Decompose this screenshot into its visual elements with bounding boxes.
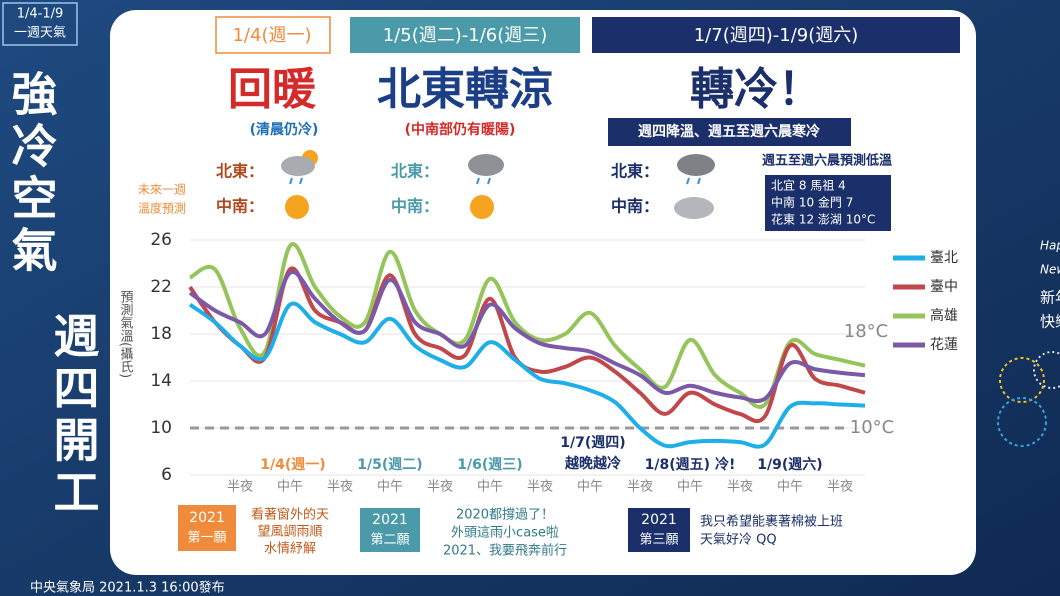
wish-text: 2021、我要飛奔前行 xyxy=(443,543,567,559)
x-tick-label: 半夜 xyxy=(327,480,353,495)
region-label: 中南： xyxy=(611,197,659,216)
series-line xyxy=(188,269,866,404)
series-line xyxy=(188,301,866,449)
wish-rank: 第三願 xyxy=(639,533,678,548)
day-annotation: 1/5(週二) xyxy=(357,457,422,473)
column-note: 週四降溫、週五至週六晨寒冷 xyxy=(638,123,820,140)
x-tick-label: 半夜 xyxy=(727,480,753,495)
y-tick-label: 26 xyxy=(150,230,172,250)
x-tick-label: 半夜 xyxy=(627,480,653,495)
wish-box-1 xyxy=(178,505,236,551)
wish-box-3 xyxy=(628,508,690,552)
icon-cloud-sun-rain xyxy=(281,150,318,185)
side-title: 週四開工 xyxy=(47,312,101,520)
side-label: 溫度預測 xyxy=(138,201,186,216)
new-year-text: 新年 xyxy=(1040,289,1060,307)
reference-label: 18°C xyxy=(844,321,888,342)
series-line xyxy=(189,242,866,409)
legend-label: 高雄 xyxy=(930,307,958,324)
region-label: 中南： xyxy=(216,197,264,216)
fireworks xyxy=(997,351,1060,447)
low-temp-line: 北宜 8 馬祖 4 xyxy=(771,178,846,193)
wish-text: 看著窗外的天 xyxy=(251,507,329,523)
region-label: 北東： xyxy=(391,162,439,181)
wish-text: 天氣好冷 QQ xyxy=(700,533,777,548)
x-tick-label: 半夜 xyxy=(827,480,853,495)
y-tick-label: 18 xyxy=(150,324,172,344)
x-tick-label: 中午 xyxy=(777,480,803,495)
wish-year: 2021 xyxy=(641,512,677,528)
x-tick-label: 半夜 xyxy=(427,480,453,495)
wish-text: 我只希望能裹著棉被上班 xyxy=(700,514,843,530)
day-annotation: 1/7(週四) xyxy=(560,435,625,451)
new-year-text: 快樂 xyxy=(1040,313,1060,331)
new-year-text: Happy xyxy=(1040,239,1060,253)
x-tick-label: 半夜 xyxy=(227,480,253,495)
region-label: 中南： xyxy=(391,197,439,216)
low-temp-title: 週五至週六晨預測低溫 xyxy=(762,153,892,169)
column-note: (清晨仍冷) xyxy=(250,121,319,138)
header-box-3 xyxy=(592,17,960,53)
icon-cloud-rain xyxy=(468,154,504,185)
badge-text: 一週天氣 xyxy=(14,26,66,41)
day-annotation: 1/6(週三) xyxy=(457,457,522,473)
wish-year: 2021 xyxy=(189,510,225,526)
column-date: 1/5(週二)-1/6(週三) xyxy=(383,25,548,46)
y-tick-label: 22 xyxy=(150,277,172,297)
icon-sun xyxy=(285,195,309,219)
wish-text: 水情紓解 xyxy=(264,542,316,557)
day-annotation: 1/8(週五) 冷! xyxy=(645,456,736,473)
x-tick-label: 中午 xyxy=(477,480,503,495)
wish-box-2 xyxy=(360,508,420,552)
y-tick-label: 10 xyxy=(150,418,172,438)
header-box-2 xyxy=(350,17,580,53)
x-tick-label: 中午 xyxy=(677,480,703,495)
header-box-1 xyxy=(215,16,331,54)
low-temp-box xyxy=(765,175,891,231)
icon-sun xyxy=(470,195,494,219)
side-title: 強冷空氣 xyxy=(5,70,59,278)
footer: 中央氣象局 2021.1.3 16:00發布 xyxy=(30,581,225,596)
column-headline: 回暖 xyxy=(228,64,317,115)
panel xyxy=(110,10,976,575)
wish-text: 望風調雨順 xyxy=(257,524,322,540)
x-tick-label: 中午 xyxy=(377,480,403,495)
wish-text: 2020都撐過了！ xyxy=(456,508,554,523)
x-tick-label: 半夜 xyxy=(527,480,553,495)
day-annotation: 1/9(週六) xyxy=(757,456,822,473)
icon-cloud-rain xyxy=(677,154,715,185)
column-headline: 轉冷！ xyxy=(690,64,822,115)
day-annotation: 越晚越冷 xyxy=(564,455,621,472)
badge-text: 1/4-1/9 xyxy=(17,7,64,22)
x-tick-label: 中午 xyxy=(277,480,303,495)
column-date: 1/7(週四)-1/9(週六) xyxy=(694,25,859,46)
side-label: 未來一週 xyxy=(138,183,186,197)
column-note: (中南部仍有暖陽) xyxy=(405,121,516,138)
wish-text: 外頭這雨小case啦 xyxy=(451,525,559,541)
legend-label: 花蓮 xyxy=(930,337,958,353)
legend-label: 臺北 xyxy=(930,250,958,266)
region-label: 北東： xyxy=(611,162,659,181)
note-box xyxy=(608,118,851,146)
x-tick-label: 中午 xyxy=(577,480,603,495)
y-tick-label: 14 xyxy=(150,371,172,391)
legend-label: 臺中 xyxy=(930,279,958,295)
y-axis-label: 預測氣溫(攝氏) xyxy=(118,290,134,378)
day-annotation: 1/4(週一) xyxy=(260,457,325,473)
wish-rank: 第二願 xyxy=(370,533,409,548)
icon-cloud xyxy=(674,197,714,219)
column-date: 1/4(週一) xyxy=(232,25,311,46)
region-label: 北東： xyxy=(216,162,264,181)
wish-year: 2021 xyxy=(372,512,408,528)
column-headline: 北東轉涼 xyxy=(377,64,553,115)
wish-rank: 第一願 xyxy=(187,531,226,546)
low-temp-line: 花東 12 澎湖 10°C xyxy=(771,212,875,227)
reference-label: 10°C xyxy=(850,417,894,438)
new-year-text: New Year xyxy=(1040,263,1060,277)
y-tick-label: 6 xyxy=(161,465,172,485)
badge-box xyxy=(2,2,78,46)
low-temp-line: 中南 10 金門 7 xyxy=(771,195,853,210)
